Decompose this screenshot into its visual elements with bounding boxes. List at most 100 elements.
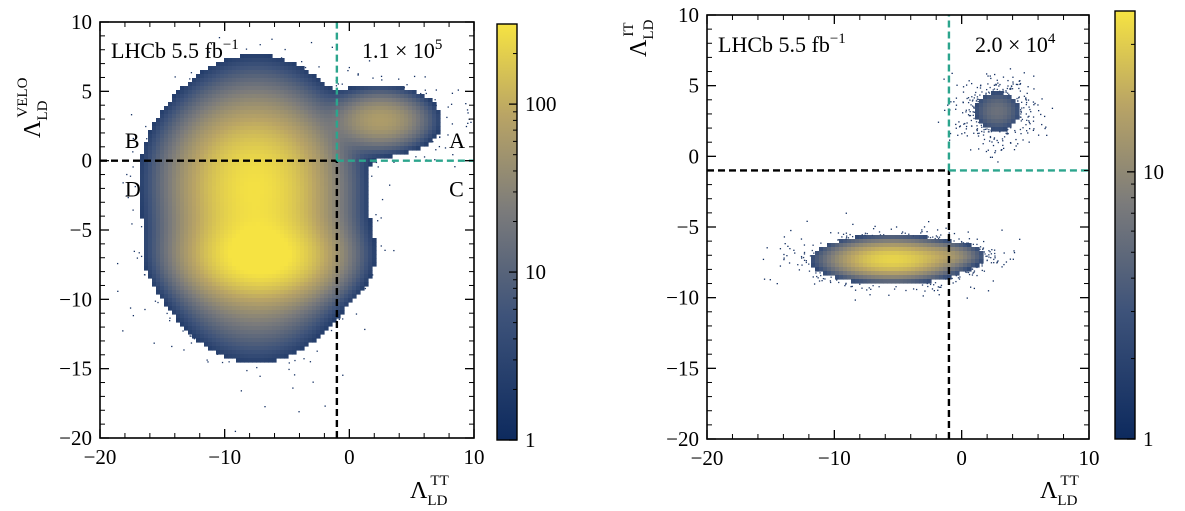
density-speck bbox=[976, 129, 978, 131]
density-cell bbox=[260, 202, 265, 207]
density-cell bbox=[148, 222, 153, 227]
density-cell bbox=[192, 282, 197, 287]
density-cell bbox=[907, 263, 912, 268]
density-speck bbox=[952, 282, 954, 284]
density-cell bbox=[312, 250, 317, 255]
density-cell bbox=[871, 255, 876, 260]
density-speck bbox=[435, 89, 437, 91]
density-speck bbox=[968, 273, 971, 276]
density-cell bbox=[316, 310, 321, 315]
density-cell bbox=[316, 150, 321, 155]
density-cell bbox=[200, 70, 205, 75]
density-cell bbox=[268, 302, 273, 307]
density-cell bbox=[196, 270, 201, 275]
density-cell bbox=[404, 126, 409, 131]
density-cell bbox=[1007, 119, 1012, 124]
density-cell bbox=[248, 146, 253, 151]
density-cell bbox=[951, 247, 956, 252]
density-cell bbox=[280, 302, 285, 307]
density-cell bbox=[332, 138, 337, 143]
density-cell bbox=[368, 258, 373, 263]
density-cell bbox=[336, 150, 341, 155]
density-cell bbox=[164, 126, 169, 131]
density-cell bbox=[895, 235, 900, 240]
density-cell bbox=[328, 262, 333, 267]
density-cell bbox=[348, 254, 353, 259]
density-cell bbox=[336, 110, 341, 115]
density-cell bbox=[180, 322, 185, 327]
density-cell bbox=[364, 130, 369, 135]
density-cell bbox=[248, 166, 253, 171]
density-cell bbox=[188, 238, 193, 243]
density-cell bbox=[200, 178, 205, 183]
density-cell bbox=[324, 234, 329, 239]
density-cell bbox=[899, 239, 904, 244]
density-cell bbox=[368, 226, 373, 231]
density-cell bbox=[296, 262, 301, 267]
density-cell bbox=[324, 210, 329, 215]
density-speck bbox=[967, 101, 970, 104]
density-cell bbox=[152, 154, 157, 159]
density-cell bbox=[168, 134, 173, 139]
density-cell bbox=[196, 230, 201, 235]
density-cell bbox=[236, 294, 241, 299]
density-cell bbox=[236, 210, 241, 215]
density-cell bbox=[903, 267, 908, 272]
density-cell bbox=[300, 174, 305, 179]
density-cell bbox=[164, 294, 169, 299]
density-cell bbox=[220, 210, 225, 215]
density-cell bbox=[212, 146, 217, 151]
density-cell bbox=[276, 86, 281, 91]
density-cell bbox=[352, 146, 357, 151]
density-cell bbox=[144, 206, 149, 211]
density-speck bbox=[872, 285, 874, 287]
density-cell bbox=[232, 250, 237, 255]
density-cell bbox=[384, 114, 389, 119]
density-cell bbox=[280, 342, 285, 347]
density-cell bbox=[220, 126, 225, 131]
density-cell bbox=[392, 122, 397, 127]
density-speck bbox=[415, 156, 417, 158]
density-cell bbox=[432, 134, 437, 139]
density-cell bbox=[316, 210, 321, 215]
density-cell bbox=[256, 250, 261, 255]
density-cell bbox=[356, 274, 361, 279]
density-cell bbox=[364, 270, 369, 275]
density-cell bbox=[364, 278, 369, 283]
density-speck bbox=[457, 89, 459, 91]
density-cell bbox=[144, 178, 149, 183]
density-cell bbox=[276, 334, 281, 339]
density-cell bbox=[276, 282, 281, 287]
density-cell bbox=[264, 134, 269, 139]
density-cell bbox=[240, 310, 245, 315]
density-cell bbox=[851, 263, 856, 268]
density-cell bbox=[879, 279, 884, 284]
density-cell bbox=[316, 294, 321, 299]
density-cell bbox=[356, 142, 361, 147]
density-cell bbox=[312, 130, 317, 135]
density-cell bbox=[356, 178, 361, 183]
density-cell bbox=[324, 226, 329, 231]
density-cell bbox=[180, 250, 185, 255]
density-cell bbox=[296, 86, 301, 91]
density-cell bbox=[176, 250, 181, 255]
density-cell bbox=[236, 178, 241, 183]
density-speck bbox=[829, 280, 832, 282]
density-cell bbox=[160, 254, 165, 259]
density-cell bbox=[256, 314, 261, 319]
density-cell bbox=[963, 267, 968, 272]
density-cell bbox=[220, 286, 225, 291]
density-cell bbox=[915, 243, 920, 248]
density-cell bbox=[256, 86, 261, 91]
density-cell bbox=[276, 126, 281, 131]
density-cell bbox=[316, 326, 321, 331]
density-cell bbox=[188, 86, 193, 91]
density-cell bbox=[312, 182, 317, 187]
density-cell bbox=[296, 210, 301, 215]
density-cell bbox=[172, 186, 177, 191]
density-cell bbox=[931, 239, 936, 244]
density-cell bbox=[280, 186, 285, 191]
density-cell bbox=[296, 206, 301, 211]
density-cell bbox=[268, 354, 273, 359]
